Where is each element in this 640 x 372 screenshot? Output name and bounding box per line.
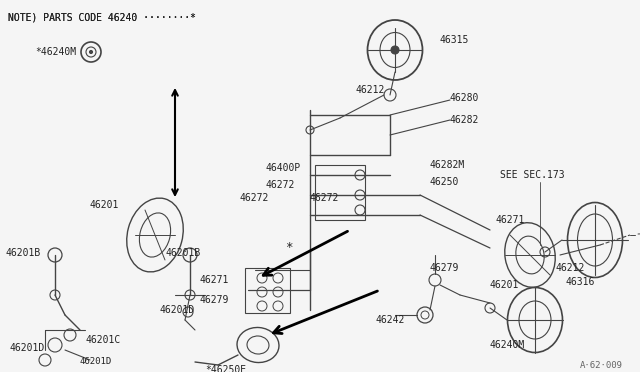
Text: NOTE) PARTS CODE 46240 ········*: NOTE) PARTS CODE 46240 ········* [8, 13, 196, 23]
Bar [315, 165, 365, 220]
Text: 46400P: 46400P [265, 163, 300, 173]
Text: 46201D: 46201D [10, 343, 45, 353]
Text: 46315: 46315 [440, 35, 469, 45]
Text: 46201B: 46201B [5, 248, 40, 258]
Text: SEE SEC.173: SEE SEC.173 [500, 170, 564, 180]
Text: 46240M: 46240M [490, 340, 525, 350]
Text: 46279: 46279 [430, 263, 460, 273]
Text: *46250E: *46250E [205, 365, 246, 372]
Text: 46280: 46280 [450, 93, 479, 103]
Text: 46242: 46242 [375, 315, 404, 325]
Text: 46201: 46201 [90, 200, 120, 210]
Text: 46282M: 46282M [430, 160, 465, 170]
Text: *46240M: *46240M [35, 47, 76, 57]
Text: 46201D: 46201D [80, 357, 112, 366]
Text: 46271: 46271 [200, 275, 229, 285]
Text: 46201C: 46201C [85, 335, 120, 345]
Text: 46201B: 46201B [165, 248, 200, 258]
Text: 46271: 46271 [495, 215, 524, 225]
Circle shape [391, 46, 399, 54]
Text: A·62·009: A·62·009 [580, 360, 623, 369]
Text: 46279: 46279 [200, 295, 229, 305]
Text: 46272: 46272 [265, 180, 294, 190]
Text: 46201D: 46201D [160, 305, 195, 315]
Text: *: * [285, 241, 292, 254]
Text: 46212: 46212 [355, 85, 385, 95]
Text: 46282: 46282 [450, 115, 479, 125]
Bar [245, 268, 290, 313]
Text: NOTE) PARTS CODE 46240 ········*: NOTE) PARTS CODE 46240 ········* [8, 13, 196, 23]
Text: 46250: 46250 [430, 177, 460, 187]
Text: 46272: 46272 [240, 193, 269, 203]
Text: 46272: 46272 [310, 193, 339, 203]
Text: 46316: 46316 [565, 277, 595, 287]
Text: 46212: 46212 [555, 263, 584, 273]
Circle shape [90, 51, 93, 54]
Text: 46201: 46201 [490, 280, 520, 290]
